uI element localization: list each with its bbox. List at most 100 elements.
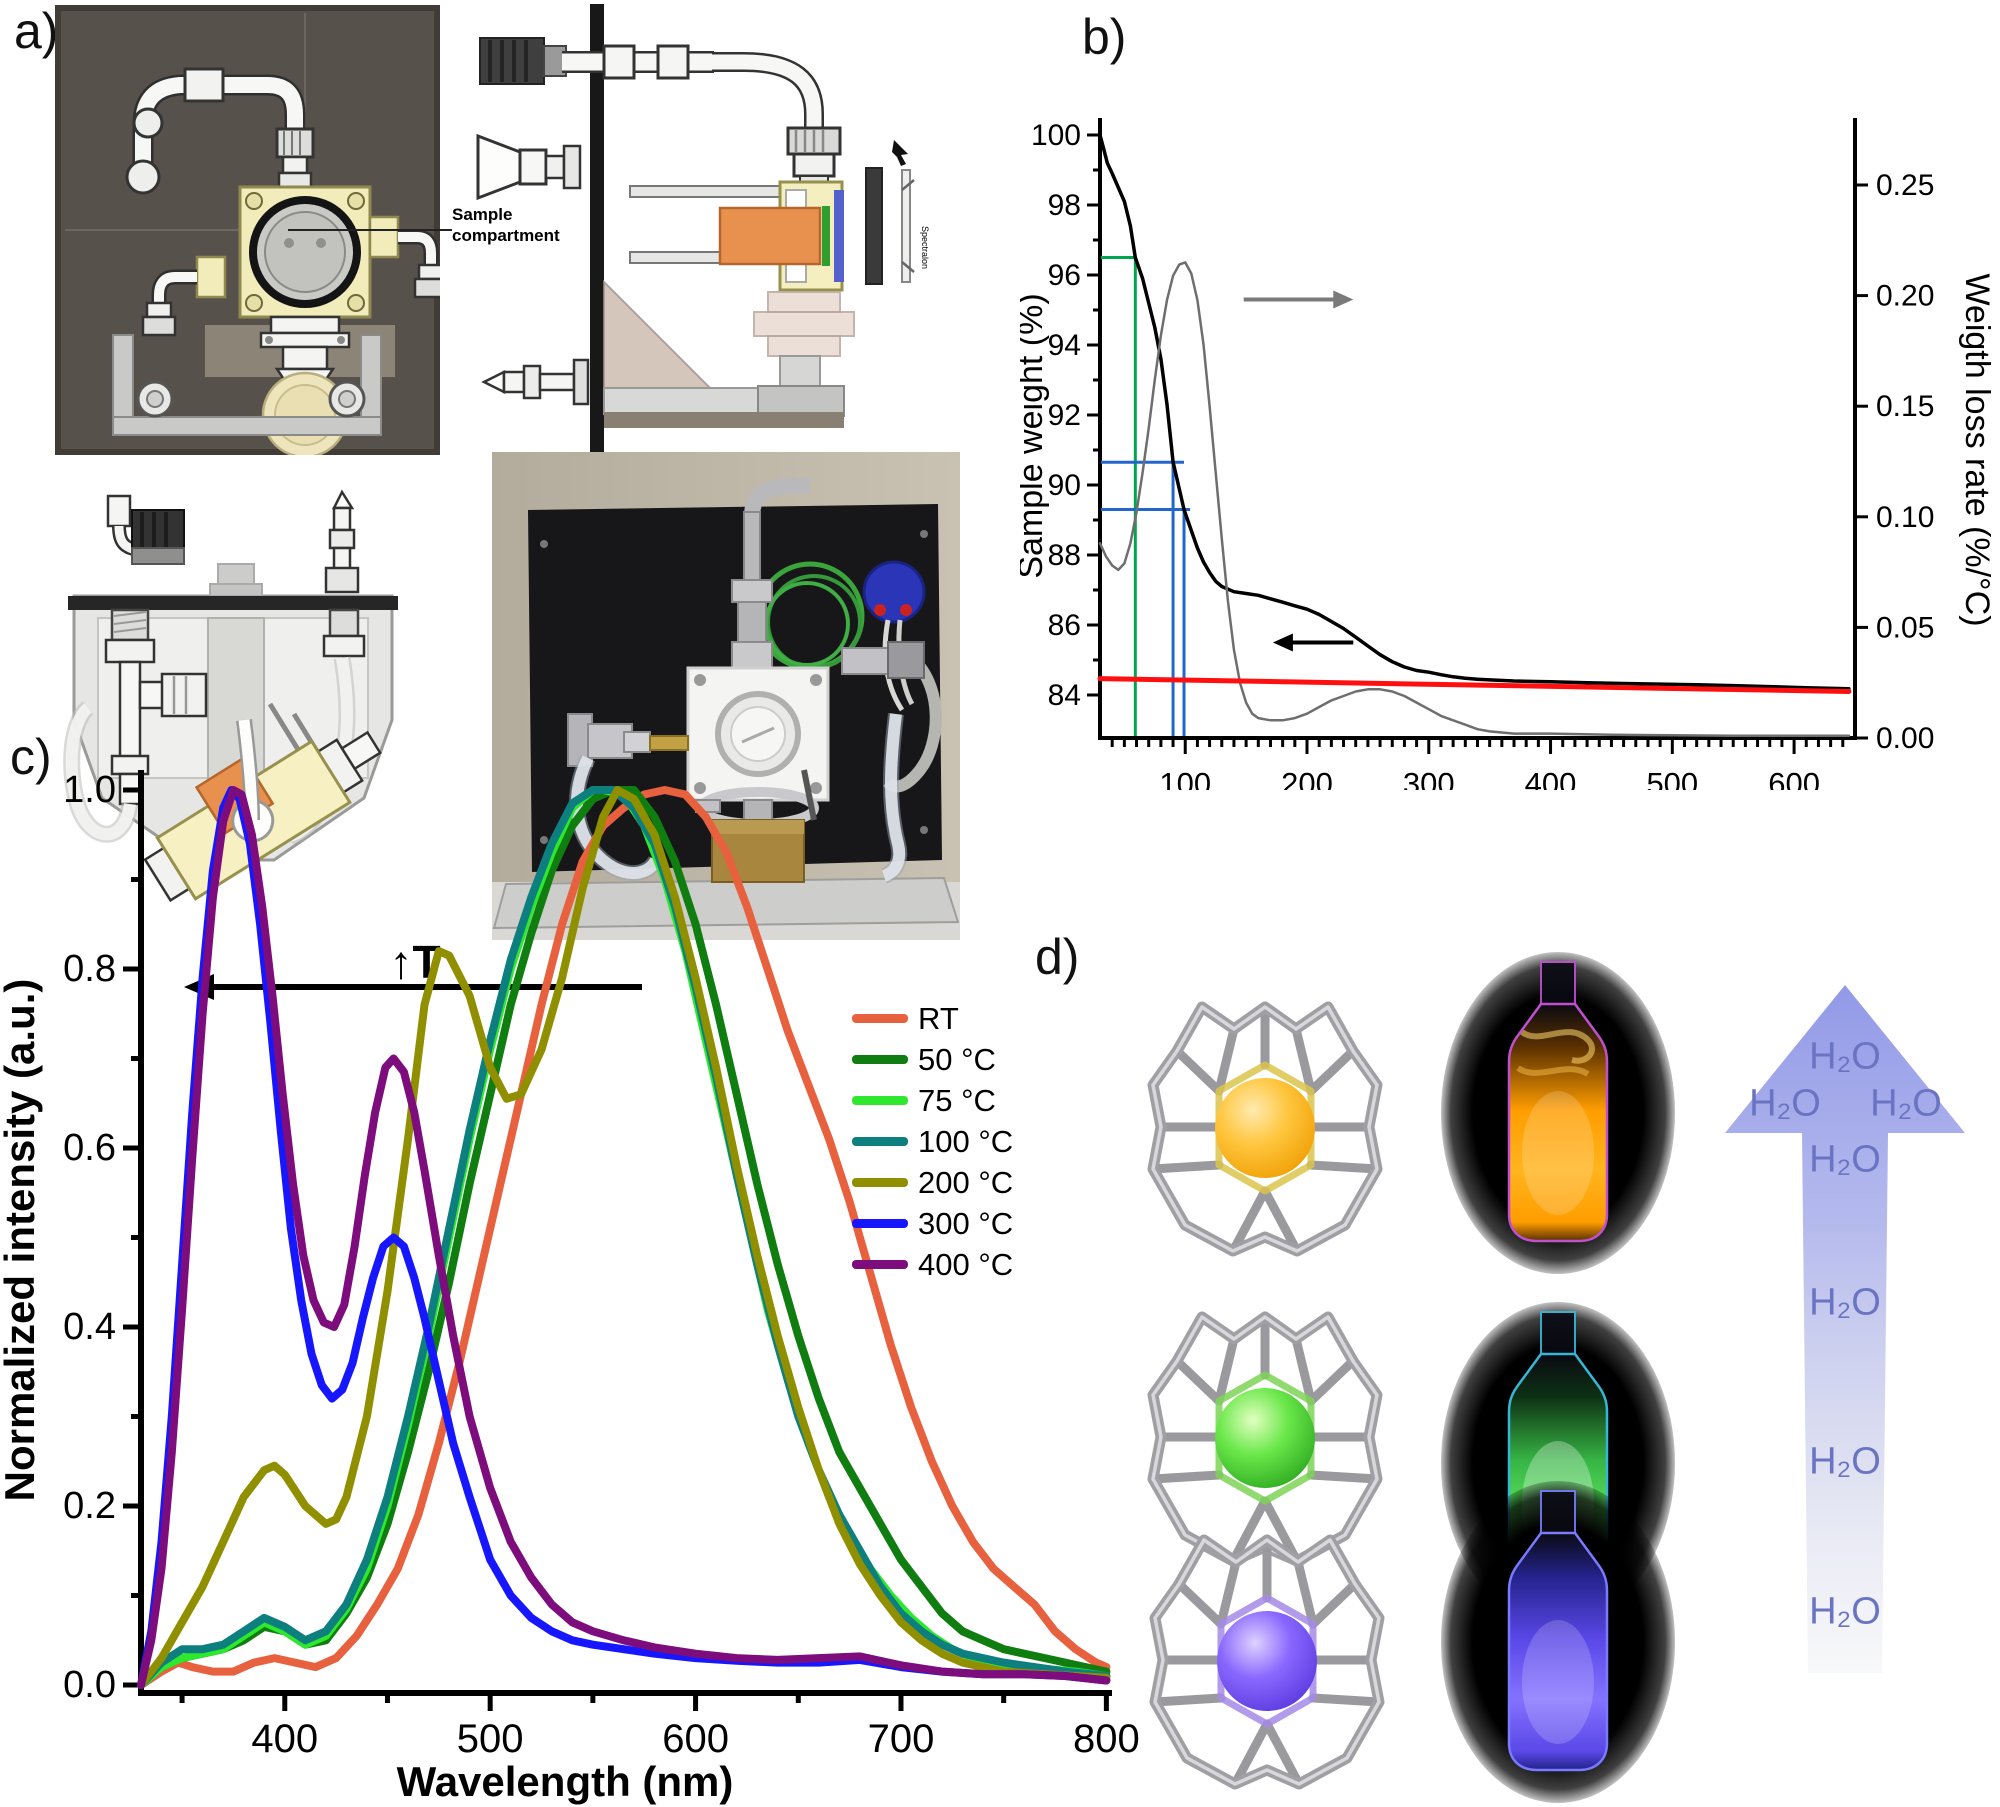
plug-band <box>131 547 185 565</box>
vial-body <box>1507 1531 1609 1772</box>
vial-photo-orange <box>1428 948 1688 1278</box>
window-disc <box>264 211 346 293</box>
sample-weight-tga <box>1098 133 1851 691</box>
left-axis-arrowhead <box>1272 633 1293 652</box>
legend-swatch <box>852 1219 908 1228</box>
spectrum-400 °C <box>137 786 1111 1689</box>
spectra-legend: RT 50 °C 75 °C 100 °C 200 °C 300 °C 400 °C <box>852 998 1052 1285</box>
c-x-tick-label: 400 <box>251 1717 318 1761</box>
h2o-label: H₂O <box>1749 1082 1821 1125</box>
legend-item: 300 °C <box>852 1203 1052 1244</box>
panel-b-label: b) <box>1082 9 1127 65</box>
guest-sphere <box>1215 1078 1315 1178</box>
top-plate <box>68 596 398 610</box>
window-tab <box>901 179 915 273</box>
b-ylabel-right: Weigth loss rate (%/°C) <box>1958 273 1996 626</box>
hex-nut <box>731 579 773 603</box>
translucent-tube <box>881 713 906 882</box>
tube-nut <box>602 44 636 80</box>
h2o-label: H₂O <box>1809 1035 1881 1078</box>
tube <box>238 719 258 821</box>
bracket <box>112 416 382 436</box>
screw <box>245 192 263 210</box>
legend-label: 100 °C <box>918 1123 1014 1159</box>
brass-nipple <box>649 735 689 751</box>
fitting <box>502 370 526 394</box>
barb-fitting <box>106 494 132 528</box>
legend-item: 50 °C <box>852 1039 1052 1080</box>
legend-item: 100 °C <box>852 1121 1052 1162</box>
guest-sphere <box>1217 1611 1317 1711</box>
sample-compartment-leader <box>288 229 452 231</box>
b-y-tick-label: 84 <box>1048 679 1081 712</box>
nut <box>792 152 836 178</box>
u-tube <box>712 54 822 130</box>
cage-spoke <box>1150 1693 1226 1707</box>
vial-body <box>1507 1002 1609 1243</box>
sample-compartment-label: Sample compartment <box>452 205 560 246</box>
b-y2-tick-label: 0.15 <box>1876 390 1934 423</box>
legend-item: 200 °C <box>852 1162 1052 1203</box>
legend-item: RT <box>852 998 1052 1039</box>
spectrum-RT <box>137 786 1111 1689</box>
hex-nut-hole <box>338 390 356 408</box>
b-y-tick-label: 90 <box>1048 469 1081 502</box>
guest-sphere <box>1215 1388 1315 1488</box>
fitting <box>277 171 313 189</box>
legend-swatch <box>852 1055 908 1064</box>
b-x-tick-label: 600 <box>1768 766 1820 790</box>
hole <box>316 238 326 248</box>
elbow-fitting <box>841 647 891 675</box>
fitting <box>281 155 309 175</box>
mount-plate <box>590 4 604 454</box>
cage-spoke <box>1306 1356 1358 1406</box>
spectrum-100 °C <box>137 786 1111 1689</box>
flange <box>269 315 341 335</box>
nozzle-horn <box>476 133 522 201</box>
b-x-tick-label: 100 <box>1159 766 1211 790</box>
threaded-section <box>328 608 360 638</box>
h2o-label: H₂O <box>1870 1082 1942 1125</box>
screw <box>694 782 706 794</box>
bracket-block <box>757 385 845 417</box>
cage-spoke <box>1306 1046 1358 1096</box>
cage-spoke <box>1228 1496 1270 1566</box>
c-y-tick-label: 0.8 <box>63 948 116 990</box>
b-x-tick-label: 300 <box>1403 766 1455 790</box>
cage-structure <box>1149 1534 1385 1790</box>
legend-label: 200 °C <box>918 1164 1014 1200</box>
stem <box>281 345 329 371</box>
cage-spoke <box>1174 1579 1226 1629</box>
c-x-tick-label: 800 <box>1073 1717 1140 1761</box>
glowing-vial <box>1441 952 1675 1274</box>
screw <box>540 836 548 844</box>
fitting <box>145 301 173 319</box>
weight-loss-rate-dtg <box>1098 261 1851 738</box>
powder-swirl <box>1520 1029 1595 1064</box>
c-x-tick-label: 700 <box>868 1717 935 1761</box>
panel-c-label: c) <box>10 729 52 785</box>
thread <box>113 627 147 633</box>
c-y-tick-label: 0.2 <box>63 1485 116 1527</box>
screw <box>694 674 706 686</box>
vial-photo-violet <box>1428 1477 1688 1807</box>
elbow-fitting <box>887 641 925 679</box>
c-ylabel: Normalized intensity (a.u.) <box>0 979 43 1502</box>
panel-d-label: d) <box>1035 929 1080 985</box>
cage-spoke <box>1230 1719 1272 1789</box>
cage-spoke <box>1172 1046 1224 1096</box>
tube <box>154 272 197 307</box>
glowing-vial <box>1441 1481 1675 1803</box>
nut <box>104 638 156 664</box>
cage-spoke <box>1262 1719 1304 1789</box>
fitting <box>538 372 576 392</box>
cage-spoke <box>1293 1557 1318 1629</box>
red-clip <box>874 604 886 616</box>
big-nut <box>160 672 208 718</box>
bolt <box>265 336 273 344</box>
hose-barb <box>331 489 355 510</box>
cage-spoke <box>1308 1579 1360 1629</box>
screw <box>810 674 822 686</box>
steel-tube <box>743 511 761 583</box>
